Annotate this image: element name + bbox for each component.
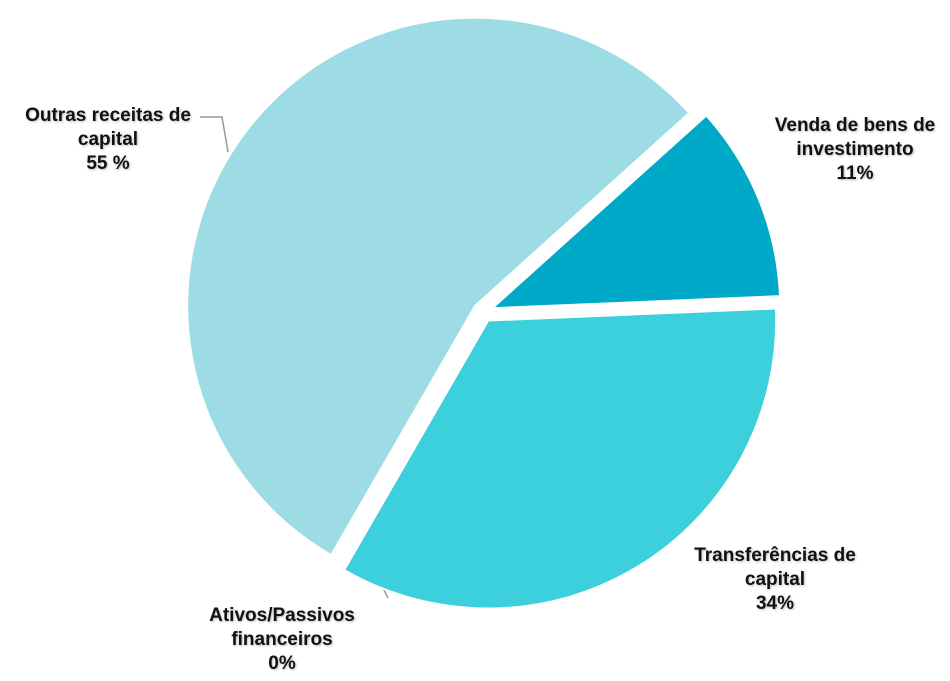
category-label: Venda de bens de investimento bbox=[774, 115, 936, 160]
category-label: Transferências de capital bbox=[694, 545, 856, 590]
slice-label: Outras receitas de capital 55 % bbox=[3, 104, 213, 176]
pie-slice bbox=[489, 114, 782, 310]
slice-label: Transferências de capital 34% bbox=[675, 544, 875, 616]
pie-slice bbox=[342, 307, 778, 610]
value-label: 34% bbox=[755, 593, 795, 614]
category-label: Ativos/Passivos financeiros bbox=[209, 605, 355, 650]
leader-line bbox=[200, 116, 229, 153]
slice-label: Venda de bens de investimento 11% bbox=[750, 114, 950, 186]
category-label: Outras receitas de capital bbox=[25, 105, 191, 150]
pie-slice bbox=[186, 16, 691, 557]
value-label: 55 % bbox=[86, 153, 130, 174]
value-label: 0% bbox=[268, 653, 296, 674]
value-label: 11% bbox=[836, 163, 874, 184]
slice-label: Ativos/Passivos financeiros 0% bbox=[182, 604, 382, 676]
